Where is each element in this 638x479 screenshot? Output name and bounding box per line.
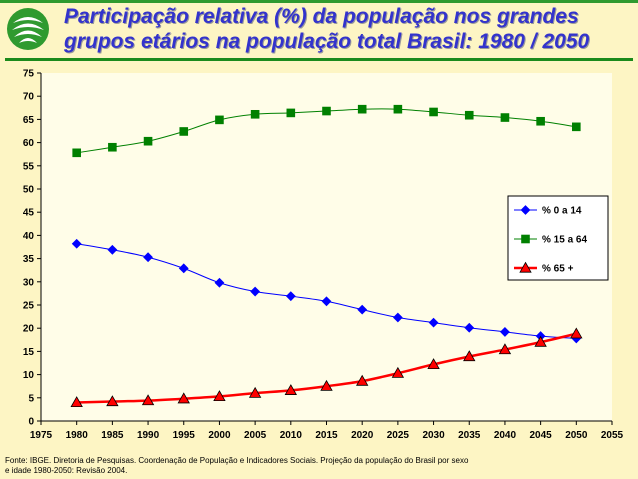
y-tick-label: 70 [23,92,35,103]
y-tick-label: 25 [23,301,35,312]
data-point-15-64 [500,113,510,122]
data-point-15-64 [179,127,189,136]
data-point-0-14 [392,312,403,323]
data-point-15-64 [393,104,403,114]
data-point-65-plus [534,335,547,347]
data-point-65-plus [141,394,155,406]
legend-marker-0-14 [520,205,531,215]
legend-marker-65-plus [519,261,532,273]
source-note: Fonte: IBGE. Diretoria de Pesquisas. Coo… [5,456,469,475]
data-point-65-plus [284,384,297,395]
x-tick-label: 2025 [387,430,410,441]
data-point-0-14 [357,304,368,315]
data-point-15-64 [108,142,117,152]
chart-series [70,104,583,408]
data-point-0-14 [107,244,118,255]
x-tick-label: 2050 [565,430,588,441]
chart-legend: % 0 a 14 % 15 a 64 % 65 + [507,195,609,281]
data-point-15-64 [250,109,260,119]
data-point-15-64 [464,110,474,120]
data-point-0-14 [178,263,189,274]
data-point-0-14 [250,286,261,297]
x-tick-label: 2005 [244,430,267,441]
data-point-65-plus [498,343,512,355]
data-point-0-14 [500,327,510,337]
data-point-65-plus [320,379,333,391]
series-65-plus [70,327,583,408]
data-point-0-14 [321,296,332,307]
data-point-65-plus [356,374,369,386]
data-point-0-14 [428,317,439,328]
data-point-65-plus [463,350,476,362]
x-tick-label: 2000 [208,430,231,441]
y-tick-label: 10 [23,370,35,381]
data-point-65-plus [248,386,262,398]
data-point-15-64 [536,116,545,126]
data-point-15-64 [357,104,367,114]
x-tick-label: 1975 [30,430,53,441]
y-tick-label: 30 [23,277,35,288]
y-tick-label: 5 [28,393,34,404]
x-tick-label: 2030 [422,430,445,441]
x-tick-label: 2015 [315,430,338,441]
data-point-65-plus [427,358,440,369]
data-point-15-64 [429,107,438,117]
x-tick-label: 1980 [66,430,89,441]
x-tick-label: 2020 [351,430,374,441]
y-tick-label: 35 [23,254,35,265]
y-tick-label: 20 [23,324,35,335]
top-accent-bar [0,0,638,3]
data-point-65-plus [391,366,405,378]
data-point-65-plus [70,396,83,408]
data-point-15-64 [572,122,581,132]
legend-label-65-plus: % 65 + [542,264,574,275]
y-tick-label: 0 [28,417,34,428]
data-point-0-14 [143,252,153,263]
y-tick-label: 65 [23,115,35,126]
x-tick-label: 2035 [458,430,481,441]
y-tick-label: 15 [23,347,35,358]
x-tick-label: 1995 [173,430,196,441]
data-point-15-64 [72,148,81,158]
data-point-15-64 [322,106,331,116]
data-point-0-14 [71,238,82,249]
data-point-15-64 [215,115,224,125]
legend-label-15-64: % 15 a 64 [542,235,587,246]
y-tick-label: 50 [23,185,35,196]
legend-label-0-14: % 0 a 14 [542,206,582,217]
y-tick-label: 40 [23,231,35,242]
data-point-65-plus [106,395,119,407]
x-tick-label: 2045 [530,430,553,441]
data-point-65-plus [570,327,583,339]
legend-marker-15-64 [521,234,530,244]
data-point-0-14 [285,291,296,302]
series-15-64 [72,104,581,158]
data-point-15-64 [143,136,153,146]
y-tick-label: 45 [23,208,35,219]
x-tick-label: 1985 [101,430,124,441]
data-point-0-14 [214,277,225,288]
x-tick-label: 1990 [137,430,160,441]
x-tick-label: 2055 [601,430,624,441]
data-point-65-plus [213,390,226,402]
x-tick-label: 2010 [280,430,303,441]
x-tick-label: 2040 [494,430,517,441]
y-tick-label: 75 [23,69,35,80]
title-divider [5,58,633,61]
data-point-65-plus [177,392,190,404]
y-tick-label: 55 [23,161,35,172]
data-point-15-64 [286,108,296,118]
data-point-0-14 [464,322,475,333]
y-tick-label: 60 [23,138,35,149]
page-title: Participação relativa (%) da população n… [64,5,590,53]
ibge-logo-icon [7,8,49,50]
